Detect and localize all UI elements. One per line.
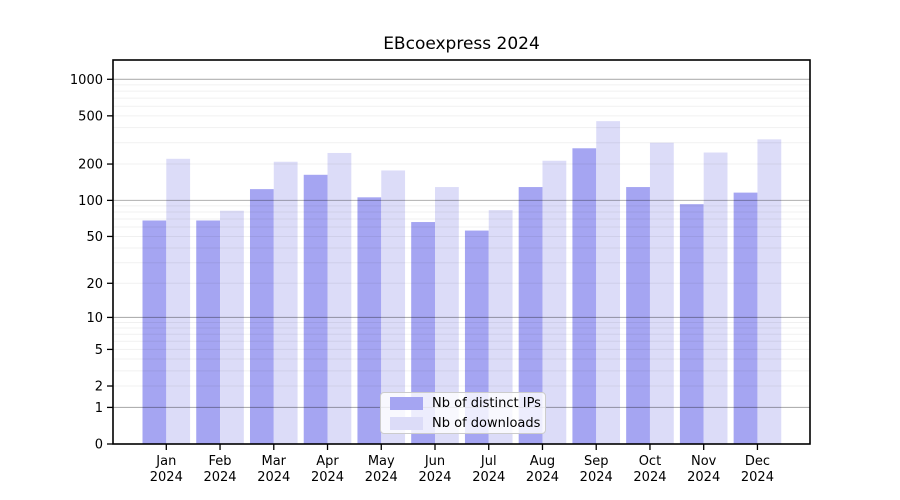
bar-apr-downloads [327,152,352,444]
y-tick-label: 20 [86,277,103,292]
x-tick-label-year: 2024 [311,470,344,485]
bar-mar-distinct-ips [249,189,274,444]
bar-nov-downloads [703,152,728,444]
plot-spines [112,59,811,445]
x-tick-label-month: Feb [209,454,232,469]
y-tick-label: 2 [95,380,103,395]
bar-apr-distinct-ips [303,174,328,444]
x-tick-label-year: 2024 [580,470,613,485]
bar-feb-distinct-ips [196,220,221,444]
x-tick-label-month: Nov [691,454,717,469]
bar-jul-downloads [488,210,513,444]
bar-oct-distinct-ips [626,187,650,444]
x-tick-label-month: Aug [530,454,555,469]
bar-dec-downloads [757,139,782,445]
bar-sep-distinct-ips [572,148,597,444]
x-tick-label-month: Apr [316,454,339,469]
x-tick-label-month: Sep [584,454,609,469]
x-tick-label-year: 2024 [526,470,559,485]
bar-may-distinct-ips [357,197,382,444]
y-tick-label: 0 [95,438,103,453]
chart-title: EBcoexpress 2024 [383,34,540,54]
y-tick-label: 1 [95,401,103,416]
x-tick-label-month: Mar [262,454,287,469]
bar-feb-downloads [220,210,244,444]
legend-label-distinct-ips: Nb of distinct IPs [432,395,541,411]
x-tick-label-year: 2024 [418,470,451,485]
y-tick-label: 500 [78,109,103,124]
bar-may-downloads [381,170,406,445]
bar-jul-distinct-ips [464,230,489,444]
legend-swatch-distinct-ips [390,396,423,410]
bar-dec-distinct-ips [733,192,758,444]
bar-jan-downloads [166,158,191,444]
y-tick-label: 100 [78,194,103,209]
x-tick-label-month: Jul [480,454,497,469]
legend: Nb of distinct IPs Nb of downloads [380,392,546,434]
bar-jan-distinct-ips [142,220,167,444]
bar-jun-downloads [435,187,459,444]
legend-swatch-downloads [390,416,423,430]
bar-oct-downloads [649,142,674,444]
legend-item-distinct-ips: Nb of distinct IPs [381,393,545,413]
y-tick-label: 50 [86,230,103,245]
bar-aug-distinct-ips [518,187,543,444]
x-tick-label-month: Jun [424,454,445,469]
y-tick-label: 10 [86,311,103,326]
x-tick-label-year: 2024 [365,470,398,485]
y-tick-label: 200 [78,158,103,173]
x-tick-label-year: 2024 [741,470,774,485]
y-tick-label: 1000 [70,73,103,88]
x-tick-label-year: 2024 [203,470,236,485]
bar-nov-distinct-ips [679,204,704,444]
bar-sep-downloads [596,121,621,444]
x-tick-label-month: Oct [639,454,661,469]
bar-mar-downloads [273,161,298,444]
x-tick-label-month: May [368,454,395,469]
x-tick-label-year: 2024 [257,470,290,485]
x-tick-label-year: 2024 [150,470,183,485]
x-tick-label-month: Jan [155,454,176,469]
x-tick-label-month: Dec [745,454,770,469]
bar-jun-distinct-ips [411,222,435,444]
x-tick-label-year: 2024 [472,470,505,485]
legend-item-downloads: Nb of downloads [381,413,545,433]
x-tick-label-year: 2024 [633,470,666,485]
bar-aug-downloads [542,160,567,444]
y-tick-label: 5 [95,343,103,358]
legend-label-downloads: Nb of downloads [432,415,541,431]
x-tick-label-year: 2024 [687,470,720,485]
